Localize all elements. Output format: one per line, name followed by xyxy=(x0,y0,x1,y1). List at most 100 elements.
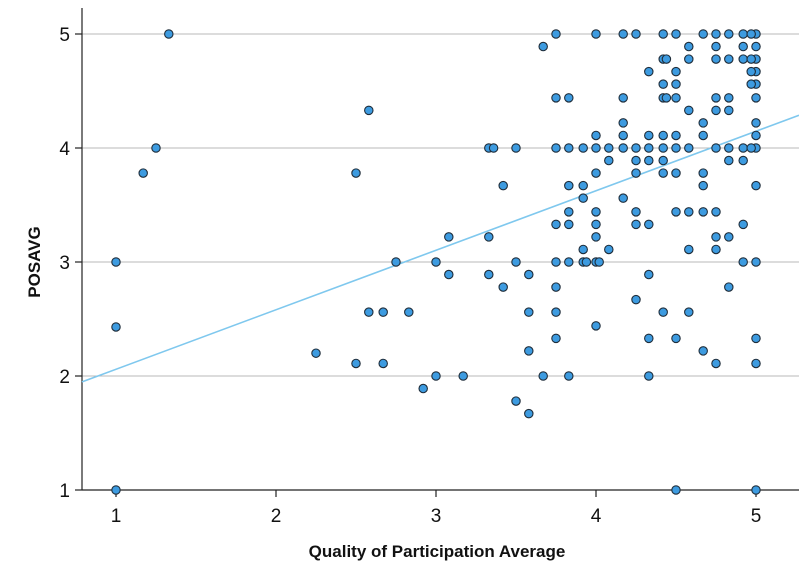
data-point xyxy=(746,54,756,64)
data-point xyxy=(631,207,641,217)
data-point xyxy=(591,219,601,230)
x-axis-title: Quality of Participation Average xyxy=(309,542,566,561)
data-point xyxy=(524,408,534,419)
data-point xyxy=(618,93,628,103)
data-point xyxy=(591,130,601,141)
data-point xyxy=(551,29,561,39)
data-point xyxy=(698,29,708,39)
data-point xyxy=(698,168,708,178)
data-point xyxy=(618,29,628,39)
data-point xyxy=(684,207,694,217)
data-point xyxy=(378,358,388,369)
data-point xyxy=(364,105,374,116)
data-point xyxy=(591,29,601,39)
data-point xyxy=(524,269,534,280)
data-point xyxy=(591,207,601,217)
x-tick-label-3: 3 xyxy=(431,506,442,527)
data-point xyxy=(431,257,441,267)
data-point xyxy=(746,143,756,153)
data-point xyxy=(631,294,641,305)
data-point xyxy=(418,383,428,394)
data-point xyxy=(644,333,654,344)
data-point xyxy=(698,180,708,191)
data-point xyxy=(578,193,588,203)
y-tick-label-3: 3 xyxy=(59,253,70,274)
data-point xyxy=(511,257,521,267)
data-point xyxy=(698,207,708,217)
data-point xyxy=(698,346,708,356)
data-point xyxy=(644,269,654,280)
data-point xyxy=(658,307,668,317)
data-point xyxy=(671,66,681,77)
data-point xyxy=(684,41,694,52)
data-point xyxy=(751,485,761,495)
data-point xyxy=(711,207,721,217)
data-point xyxy=(738,219,748,230)
data-point xyxy=(746,66,756,77)
data-point xyxy=(111,485,121,495)
data-point xyxy=(671,143,681,153)
data-point xyxy=(578,143,588,153)
data-point xyxy=(581,257,592,267)
data-point xyxy=(164,29,174,39)
data-point xyxy=(618,130,628,141)
data-point xyxy=(564,257,574,267)
data-point xyxy=(724,105,734,116)
data-point xyxy=(658,79,668,89)
data-point xyxy=(594,257,604,267)
data-point xyxy=(604,143,614,153)
data-point xyxy=(631,219,641,230)
data-point xyxy=(511,143,521,153)
data-point xyxy=(724,282,734,292)
fit-line-layer xyxy=(81,114,799,383)
gridlines xyxy=(82,33,799,377)
data-point xyxy=(658,29,668,39)
data-point xyxy=(138,168,148,178)
data-point xyxy=(658,155,668,166)
x-tick-label-1: 1 xyxy=(111,506,122,527)
data-point xyxy=(711,54,721,64)
data-point xyxy=(538,371,548,381)
data-point xyxy=(631,155,641,166)
data-point xyxy=(111,322,121,332)
data-point xyxy=(711,232,721,242)
data-point xyxy=(658,168,668,178)
data-point xyxy=(658,143,668,153)
data-point xyxy=(751,118,761,128)
data-point xyxy=(751,130,761,141)
data-point xyxy=(751,358,761,369)
data-point xyxy=(431,371,441,381)
data-point xyxy=(661,54,672,64)
data-point xyxy=(618,143,628,153)
y-tick-label-1: 1 xyxy=(59,481,70,502)
data-point xyxy=(724,155,734,166)
data-point xyxy=(671,79,681,89)
data-point xyxy=(484,269,494,280)
data-point xyxy=(711,244,721,255)
y-tick-label-2: 2 xyxy=(59,367,70,388)
data-point xyxy=(751,41,761,52)
data-point xyxy=(378,307,388,317)
data-point xyxy=(524,307,534,317)
data-point xyxy=(644,371,654,381)
data-point xyxy=(738,143,748,153)
data-point xyxy=(551,282,561,292)
data-point xyxy=(564,219,574,230)
data-point xyxy=(524,346,534,356)
data-point xyxy=(711,143,721,153)
data-point xyxy=(351,168,361,178)
data-point xyxy=(711,41,721,52)
data-point xyxy=(644,143,654,153)
data-point xyxy=(746,79,756,89)
data-point xyxy=(591,321,601,331)
data-point xyxy=(738,41,748,52)
data-point xyxy=(551,257,561,267)
x-tick-label-4: 4 xyxy=(591,506,602,527)
data-point xyxy=(724,93,734,103)
data-point xyxy=(498,180,508,191)
data-point xyxy=(484,232,494,242)
data-point xyxy=(738,29,748,39)
data-point xyxy=(564,143,574,153)
data-point xyxy=(551,333,561,344)
